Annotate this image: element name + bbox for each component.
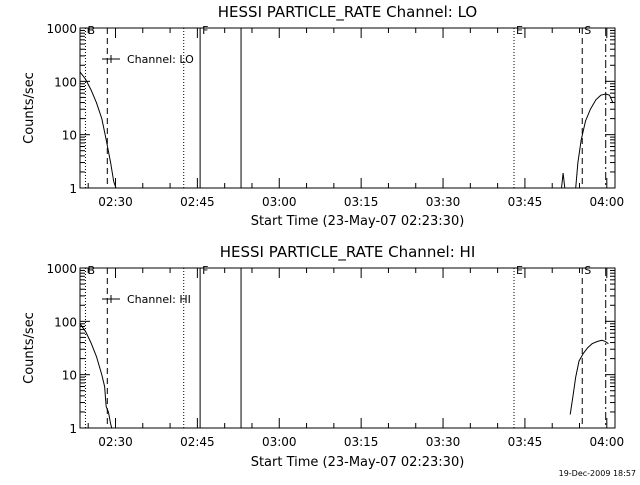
x-tick-label: 02:45 xyxy=(180,435,215,449)
x-tick-label: 03:30 xyxy=(426,435,461,449)
y-tick-label: 10 xyxy=(62,369,77,383)
chart-title: HESSI PARTICLE_RATE Channel: HI xyxy=(220,243,476,262)
x-tick-label: 04:00 xyxy=(590,435,625,449)
event-marker-label: S xyxy=(584,264,591,277)
legend-label: Channel: LO xyxy=(127,53,194,66)
plot-frame xyxy=(79,267,616,429)
series-line xyxy=(561,173,566,189)
chart-title: HESSI PARTICLE_RATE Channel: LO xyxy=(218,3,477,22)
x-tick-label: 04:00 xyxy=(590,195,625,209)
y-tick-label: 1000 xyxy=(46,22,77,36)
series-line xyxy=(575,93,614,189)
y-axis-label: Counts/sec xyxy=(22,312,37,384)
x-tick-label: 03:00 xyxy=(262,195,297,209)
y-tick-label: 10 xyxy=(62,129,77,143)
chart-panel-2: HESSI PARTICLE_RATE Channel: HI 1 10 100 100… xyxy=(22,243,624,470)
y-tick-label: 100 xyxy=(54,315,77,329)
plot-frame xyxy=(79,27,616,189)
event-marker-label: E xyxy=(516,24,523,37)
event-marker-label: F xyxy=(202,24,208,37)
x-axis-label: Start Time (23-May-07 02:23:30) xyxy=(251,214,465,229)
event-marker-label: B xyxy=(87,264,95,277)
event-marker-label: S xyxy=(584,24,591,37)
x-tick-label: 02:45 xyxy=(180,195,215,209)
event-marker-label: F xyxy=(202,264,208,277)
x-tick-label: 03:15 xyxy=(344,195,379,209)
event-marker-label: E xyxy=(516,264,523,277)
x-tick-label: 03:30 xyxy=(426,195,461,209)
y-tick-label: 1 xyxy=(69,182,77,196)
x-tick-label: 03:45 xyxy=(508,195,543,209)
event-marker-label: B xyxy=(87,24,95,37)
series-line xyxy=(79,71,117,189)
chart-panel-1: HESSI PARTICLE_RATE Channel: LO 1 10 100 100… xyxy=(22,3,624,229)
footer-timestamp: 19-Dec-2009 18:57 xyxy=(559,469,636,478)
x-tick-label: 02:30 xyxy=(98,435,133,449)
series-line xyxy=(79,323,113,429)
x-axis-label: Start Time (23-May-07 02:23:30) xyxy=(251,455,465,470)
x-tick-label: 03:00 xyxy=(262,435,297,449)
x-tick-label: 02:30 xyxy=(98,195,133,209)
y-tick-label: 100 xyxy=(54,75,77,89)
series-line xyxy=(569,339,609,415)
y-axis-label: Counts/sec xyxy=(22,72,37,144)
x-tick-label: 03:15 xyxy=(344,435,379,449)
legend-label: Channel: HI xyxy=(127,293,191,306)
y-tick-label: 1000 xyxy=(46,262,77,276)
y-tick-label: 1 xyxy=(69,422,77,436)
x-tick-label: 03:45 xyxy=(508,435,543,449)
